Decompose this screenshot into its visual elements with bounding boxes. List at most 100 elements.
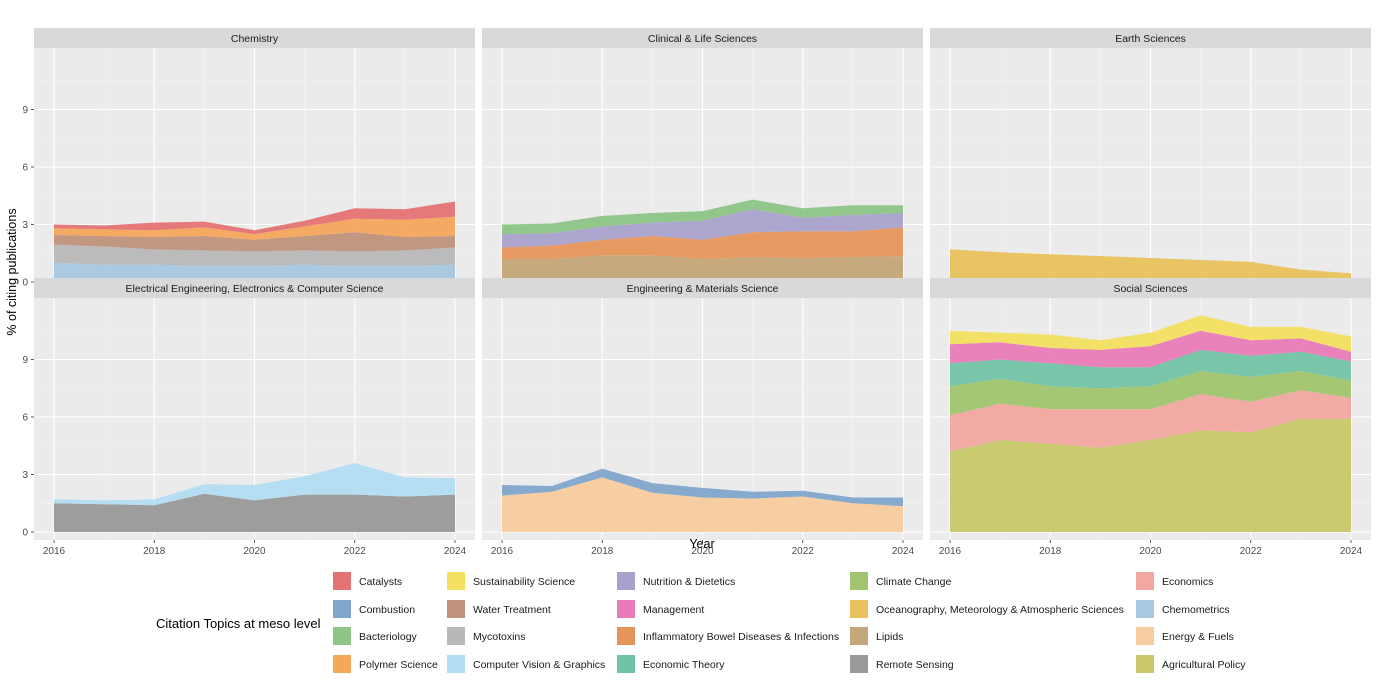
panel-strip: [930, 28, 1371, 48]
legend-item: Agricultural Policy: [1136, 655, 1246, 673]
legend-item: Remote Sensing: [850, 655, 954, 673]
legend-item: Nutrition & Dietetics: [617, 572, 735, 590]
y-axis-title: % of citing publications: [5, 208, 19, 335]
x-tick-label: 2018: [1039, 546, 1062, 557]
legend-label: Economic Theory: [643, 659, 725, 671]
y-tick-label: 9: [22, 105, 28, 116]
panel-title: Chemistry: [231, 33, 279, 45]
legend-swatch: [333, 572, 351, 590]
y-tick-label: 9: [22, 355, 28, 366]
x-tick-label: 2020: [243, 546, 266, 557]
area-series: [502, 477, 903, 532]
x-tick-label: 2016: [939, 546, 962, 557]
area-series: [54, 216, 455, 240]
legend-swatch: [447, 655, 465, 673]
legend-label: Sustainability Science: [473, 576, 575, 588]
legend-label: Water Treatment: [473, 604, 551, 616]
x-tick-label: 2024: [444, 546, 467, 557]
legend-label: Climate Change: [876, 576, 951, 588]
x-tick-label: 2022: [1240, 546, 1263, 557]
legend-swatch: [1136, 655, 1154, 673]
area-series: [54, 493, 455, 532]
x-tick-label: 2018: [143, 546, 166, 557]
panel-strip: [930, 278, 1371, 298]
legend-swatch: [617, 572, 635, 590]
legend-item: Mycotoxins: [447, 627, 526, 645]
legend-item: Management: [617, 600, 704, 618]
legend-swatch: [333, 600, 351, 618]
legend-item: Catalysts: [333, 572, 402, 590]
legend-item: Sustainability Science: [447, 572, 575, 590]
panel-strip: [482, 28, 923, 48]
legend-swatch: [333, 655, 351, 673]
legend: Citation Topics at meso level Catalysts C…: [156, 572, 1246, 673]
legend-swatch: [617, 627, 635, 645]
legend-swatch: [850, 572, 868, 590]
panel: Clinical & Life Sciences: [482, 28, 923, 290]
area-series: [950, 349, 1351, 389]
legend-label: Nutrition & Dietetics: [643, 576, 735, 588]
area-series: [54, 201, 455, 235]
x-tick-label: 2022: [792, 546, 815, 557]
area-series: [54, 232, 455, 252]
legend-item: Oceanography, Meteorology & Atmospheric …: [850, 600, 1124, 618]
legend-label: Bacteriology: [359, 631, 418, 643]
legend-item: Economics: [1136, 572, 1213, 590]
y-tick-label: 0: [22, 278, 28, 289]
legend-label: Polymer Science: [359, 659, 438, 671]
panel-title: Clinical & Life Sciences: [648, 33, 757, 45]
legend-label: Remote Sensing: [876, 659, 954, 671]
legend-label: Inflammatory Bowel Diseases & Infections: [643, 631, 839, 643]
x-tick-label: 2020: [691, 546, 714, 557]
y-tick-label: 6: [22, 413, 28, 424]
area-series: [502, 255, 903, 282]
legend-item: Energy & Fuels: [1136, 627, 1234, 645]
x-tick-label: 2024: [1340, 546, 1363, 557]
legend-label: Oceanography, Meteorology & Atmospheric …: [876, 604, 1124, 616]
legend-swatch: [1136, 600, 1154, 618]
x-tick-label: 2020: [1139, 546, 1162, 557]
legend-item: Computer Vision & Graphics: [447, 655, 605, 673]
x-tick-label: 2024: [892, 546, 915, 557]
area-series: [502, 468, 903, 507]
legend-item: Chemometrics: [1136, 600, 1230, 618]
legend-swatch: [447, 600, 465, 618]
legend-item: Combustion: [333, 600, 415, 618]
legend-swatch: [850, 655, 868, 673]
legend-label: Energy & Fuels: [1162, 631, 1234, 643]
panel: Engineering & Materials Science: [482, 278, 923, 540]
y-tick-label: 6: [22, 163, 28, 174]
area-series: [950, 249, 1351, 282]
panel-title: Engineering & Materials Science: [627, 283, 779, 295]
y-tick-label: 3: [22, 220, 28, 231]
legend-swatch: [1136, 572, 1154, 590]
legend-label: Agricultural Policy: [1162, 659, 1246, 671]
y-tick-label: 3: [22, 470, 28, 481]
area-series: [54, 262, 455, 282]
panels: Chemistry Clinical & Life Sciences Earth S…: [34, 28, 1371, 540]
panel-strip: [482, 278, 923, 298]
panel: Social Sciences: [930, 278, 1371, 540]
x-tick-label: 2016: [491, 546, 514, 557]
legend-item: Inflammatory Bowel Diseases & Infections: [617, 627, 839, 645]
area-series: [950, 315, 1351, 352]
legend-swatch: [617, 655, 635, 673]
legend-item: Climate Change: [850, 572, 951, 590]
legend-item: Bacteriology: [333, 627, 418, 645]
legend-item: Lipids: [850, 627, 903, 645]
legend-item: Water Treatment: [447, 600, 551, 618]
legend-swatch: [850, 627, 868, 645]
legend-item: Economic Theory: [617, 655, 725, 673]
legend-label: Computer Vision & Graphics: [473, 659, 605, 671]
x-tick-label: 2016: [43, 546, 66, 557]
area-series: [54, 244, 455, 266]
area-series: [54, 463, 455, 506]
axes: 0 3 6 9 0 3 6 9 2016 2018 2020 2022 2024 2016 2018 2020…: [22, 105, 1362, 557]
legend-label: Economics: [1162, 576, 1213, 588]
legend-label: Combustion: [359, 604, 415, 616]
legend-label: Catalysts: [359, 576, 402, 588]
area-series: [950, 390, 1351, 452]
y-tick-label: 0: [22, 528, 28, 539]
legend-swatch: [1136, 627, 1154, 645]
